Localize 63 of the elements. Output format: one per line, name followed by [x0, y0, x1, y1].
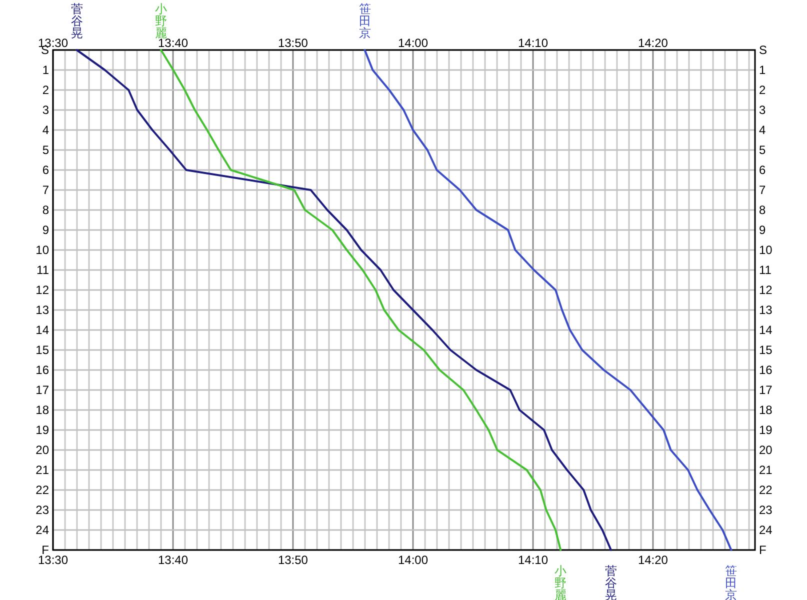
y2-tick: 5	[759, 143, 766, 157]
y-tick-label: 18	[36, 403, 50, 417]
y-tick-label: 5	[42, 143, 50, 157]
series-label: 笹田京	[358, 2, 371, 40]
y-tick-label: 12	[36, 283, 50, 297]
y2-tick: 2	[759, 83, 766, 97]
y-tick-label: 21	[36, 463, 50, 477]
y2-tick: 4	[759, 123, 766, 137]
y2-tick: 24	[759, 523, 772, 537]
y-tick-label: 14	[36, 323, 50, 337]
y-tick-label: 22	[36, 483, 50, 497]
y-tick-label: 20	[36, 443, 50, 457]
y2-tick: 19	[759, 423, 772, 437]
y2-tick: 8	[759, 203, 766, 217]
x2-tick-label: 14:00	[398, 36, 428, 50]
x2-tick-label: 13:50	[278, 36, 308, 50]
x2-tick-label: 14:20	[638, 36, 668, 50]
y2-tick: 9	[759, 223, 766, 237]
y2-tick: 12	[759, 283, 772, 297]
y-tick-label: 9	[42, 223, 50, 237]
x-tick-label: 14:10	[518, 553, 548, 567]
y-tick-label: 8	[42, 203, 50, 217]
y2-tick: 20	[759, 443, 772, 457]
y-tick-label: 3	[42, 103, 50, 117]
y2-tick: F	[759, 543, 766, 557]
x-tick-label: 14:00	[398, 553, 428, 567]
y2-tick: S	[759, 43, 768, 57]
y-tick-label: 10	[36, 243, 50, 257]
text: 小野麗	[554, 564, 567, 600]
y-tick-label: 11	[36, 263, 50, 277]
y2-tick: 10	[759, 243, 772, 257]
x-tick-label: 14:20	[638, 553, 668, 567]
x-tick-label: 13:40	[158, 553, 188, 567]
y-tick-label: 19	[36, 423, 50, 437]
x2-tick-label: 14:10	[518, 36, 548, 50]
y2-tick: 22	[759, 483, 772, 497]
y2-tick: 16	[759, 363, 772, 377]
y2-tick: 11	[759, 263, 772, 277]
y-tick-label: 15	[36, 343, 50, 357]
y-tick-label: 13	[36, 303, 50, 317]
y2-tick: 17	[759, 383, 772, 397]
y-tick-label: 24	[36, 523, 50, 537]
y2-tick: 3	[759, 103, 766, 117]
y2-tick: 14	[759, 323, 772, 337]
y2-tick: 6	[759, 163, 766, 177]
y-tick-label: 17	[36, 383, 50, 397]
y2-tick: 23	[759, 503, 772, 517]
y2-tick: 15	[759, 343, 772, 357]
y-tick-label: 2	[42, 83, 50, 97]
y-tick-label: 16	[36, 363, 50, 377]
y2-tick: 18	[759, 403, 772, 417]
y2-tick: 21	[759, 463, 772, 477]
y2-tick: 7	[759, 183, 766, 197]
y2-tick: 13	[759, 303, 772, 317]
y-tick-label: 23	[36, 503, 50, 517]
y-tick-label: 7	[42, 183, 50, 197]
y-tick-label: 4	[42, 123, 50, 137]
y-tick-label: 1	[42, 63, 50, 77]
series-label: 菅谷晃	[70, 2, 83, 40]
x-tick-label: 13:50	[278, 553, 308, 567]
series-label: 小野麗	[155, 2, 167, 40]
y2-tick: 1	[759, 63, 766, 77]
y-tick-label: 6	[42, 163, 50, 177]
